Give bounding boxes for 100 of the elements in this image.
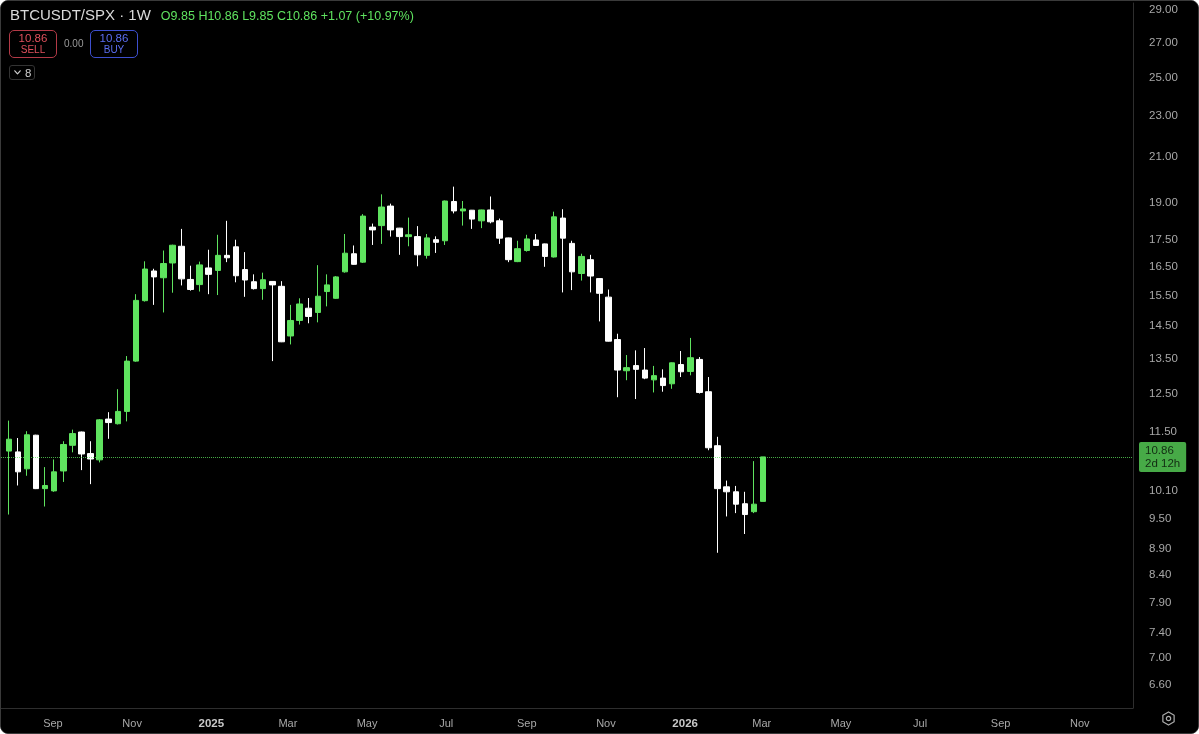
candlestick bbox=[342, 233, 348, 274]
candlestick bbox=[496, 218, 503, 245]
x-tick-label: Nov bbox=[1069, 716, 1091, 729]
candlestick bbox=[733, 485, 739, 514]
candlestick bbox=[251, 273, 257, 290]
candlestick bbox=[260, 272, 266, 301]
buy-button: 10.86 BUY bbox=[90, 30, 138, 58]
candlestick bbox=[696, 356, 703, 395]
candlestick bbox=[169, 244, 176, 294]
x-tick-label: Jul bbox=[913, 716, 928, 729]
candlestick bbox=[433, 235, 439, 254]
candlestick bbox=[623, 354, 630, 381]
candlestick bbox=[396, 227, 403, 256]
candlestick bbox=[224, 220, 230, 263]
candlestick bbox=[524, 234, 530, 253]
candlestick bbox=[296, 297, 303, 326]
x-tick-label: Sep bbox=[990, 716, 1011, 729]
candlestick bbox=[651, 365, 657, 393]
y-tick-label: 16.50 bbox=[1149, 260, 1178, 273]
candlestick bbox=[278, 280, 285, 343]
annotation: BUY bbox=[103, 44, 125, 55]
x-tick-label: May bbox=[830, 716, 852, 729]
x-tick-label: Mar bbox=[278, 716, 298, 729]
candlestick bbox=[633, 349, 639, 400]
candlestick bbox=[215, 234, 221, 296]
x-tick-label: Mar bbox=[752, 716, 772, 729]
candlestick bbox=[605, 289, 612, 342]
candlestick bbox=[505, 237, 512, 263]
y-tick-label: 11.50 bbox=[1149, 424, 1177, 437]
candlestick bbox=[324, 273, 330, 307]
candlestick bbox=[333, 275, 339, 300]
candlestick bbox=[369, 223, 376, 246]
y-tick-label: 17.50 bbox=[1149, 233, 1178, 246]
annotation: 10.86 bbox=[18, 32, 48, 44]
candlestick bbox=[287, 304, 294, 345]
y-tick-label: 8.40 bbox=[1149, 567, 1172, 580]
candlestick bbox=[124, 355, 130, 422]
y-tick-label: 10.10 bbox=[1149, 483, 1178, 496]
candlestick bbox=[133, 293, 139, 363]
candlestick bbox=[15, 437, 21, 486]
x-tick-label: 2026 bbox=[672, 717, 698, 729]
x-tick-label: Sep bbox=[516, 716, 537, 729]
candlestick bbox=[87, 440, 94, 485]
candlestick bbox=[678, 350, 684, 378]
y-tick-label: 9.50 bbox=[1149, 511, 1172, 524]
candlestick bbox=[451, 186, 457, 214]
candlestick bbox=[387, 203, 394, 238]
candlestick bbox=[551, 211, 557, 259]
y-tick-label: 25.00 bbox=[1149, 70, 1178, 83]
candlestick bbox=[487, 195, 494, 224]
candlestick bbox=[642, 347, 648, 380]
candlestick bbox=[542, 243, 548, 268]
y-tick-label: 7.40 bbox=[1149, 625, 1172, 638]
y-tick-label: 29.00 bbox=[1149, 3, 1178, 16]
annotation: 10.86 bbox=[99, 32, 129, 44]
candlestick bbox=[360, 213, 366, 264]
x-tick-label: Sep bbox=[43, 716, 63, 729]
candlestick bbox=[424, 233, 430, 260]
y-tick-label: 12.50 bbox=[1149, 386, 1178, 399]
y-tick-label: 23.00 bbox=[1149, 108, 1178, 121]
candlestick bbox=[196, 261, 203, 293]
candlestick bbox=[351, 244, 357, 266]
candlestick bbox=[142, 260, 148, 303]
candlestick bbox=[305, 297, 312, 324]
candlestick bbox=[560, 208, 566, 293]
dropdown-button: 8 bbox=[9, 65, 35, 80]
candlestick bbox=[514, 240, 521, 263]
candlestick bbox=[405, 217, 412, 247]
candlestick bbox=[587, 254, 594, 293]
candlestick bbox=[205, 249, 212, 295]
y-tick-label: 6.60 bbox=[1149, 677, 1172, 690]
x-tick-label: 2025 bbox=[198, 717, 225, 729]
candlestick bbox=[69, 429, 76, 453]
candlestick bbox=[151, 268, 157, 306]
candlestick bbox=[105, 411, 112, 440]
candlestick bbox=[669, 361, 675, 390]
candlestick bbox=[187, 265, 194, 292]
x-tick-label: Nov bbox=[122, 716, 143, 729]
chart-title: BTCUSDT/SPX · 1W bbox=[10, 6, 151, 23]
candlestick bbox=[33, 434, 39, 490]
candlestick bbox=[442, 200, 448, 246]
y-tick-label: 15.50 bbox=[1149, 288, 1178, 301]
candlestick bbox=[269, 280, 276, 362]
candlestick bbox=[469, 209, 475, 230]
candlestick bbox=[578, 253, 585, 282]
candlestick bbox=[687, 337, 694, 376]
y-tick-label: 8.90 bbox=[1149, 541, 1172, 554]
candlestick bbox=[660, 368, 666, 393]
ref-line-label: 10.86 2d 12h bbox=[1145, 444, 1181, 470]
candlestick bbox=[160, 250, 167, 313]
y-tick-label: 27.00 bbox=[1149, 35, 1178, 48]
candlestick bbox=[78, 431, 85, 471]
candlestick bbox=[742, 491, 748, 535]
y-tick-label: 21.00 bbox=[1149, 150, 1178, 163]
x-tick-label: Nov bbox=[596, 716, 617, 729]
candlestick bbox=[723, 480, 730, 517]
candlestick bbox=[614, 333, 621, 398]
candlestick bbox=[569, 240, 575, 291]
annotation: 8 bbox=[25, 66, 32, 79]
annotation: SELL bbox=[20, 44, 46, 55]
